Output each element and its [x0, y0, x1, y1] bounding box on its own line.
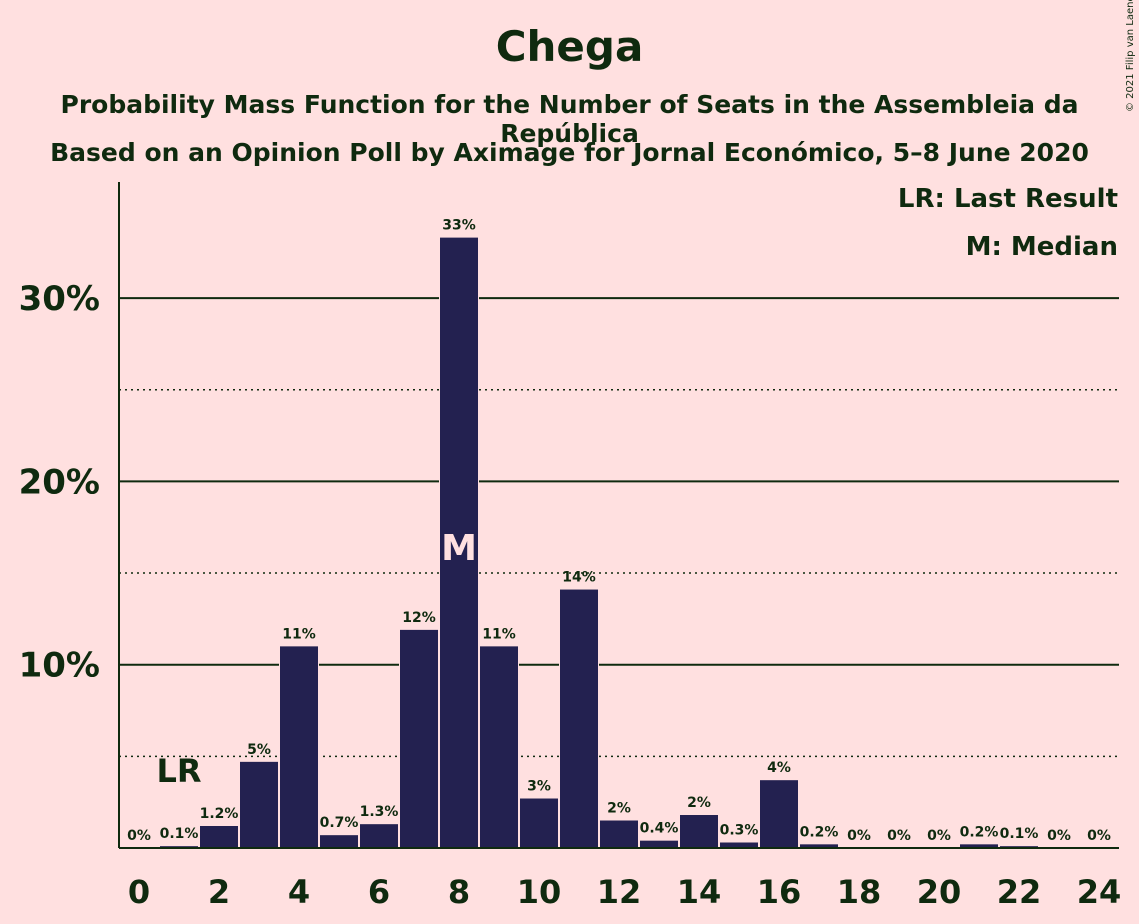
x-tick-label: 0: [128, 873, 150, 911]
x-tick-label: 18: [837, 873, 882, 911]
bar-value-label: 0.4%: [640, 821, 679, 837]
bar-value-label: 0.3%: [720, 823, 759, 839]
bar-value-label: 0.1%: [1000, 826, 1039, 842]
x-tick-label: 14: [677, 873, 722, 911]
bars: [159, 236, 1039, 849]
bar-value-label: 11%: [282, 626, 316, 642]
x-tick-label: 8: [448, 873, 470, 911]
bar-value-label: 3%: [527, 779, 551, 795]
bar-value-label: 0%: [887, 828, 911, 844]
x-tick-label: 20: [917, 873, 962, 911]
x-tick-label: 24: [1077, 873, 1122, 911]
bar-value-label: 0.2%: [800, 824, 839, 840]
bar-seats-8: [440, 237, 478, 849]
y-tick-label: 10%: [19, 646, 100, 686]
bar-seats-13: [640, 840, 678, 848]
x-tick-label: 2: [208, 873, 230, 911]
median-marker: M: [441, 528, 477, 569]
bar-value-label: 0%: [1047, 828, 1071, 844]
bar-seats-17: [800, 844, 838, 848]
y-tick-label: 30%: [19, 279, 100, 319]
legend-last-result: LR: Last Result: [897, 184, 1118, 214]
bar-seats-7: [400, 629, 438, 848]
bar-value-label: 2%: [687, 795, 711, 811]
bar-value-label: 0.2%: [960, 824, 999, 840]
bar-seats-14: [680, 815, 718, 848]
x-tick-label: 4: [288, 873, 310, 911]
bar-seats-21: [960, 844, 998, 848]
bar-value-label: 0%: [1087, 828, 1111, 844]
bar-value-label: 0.1%: [160, 826, 199, 842]
bar-seats-16: [760, 780, 798, 848]
chart-subtitle: Probability Mass Function for the Number…: [60, 90, 1079, 148]
x-tick-label: 12: [597, 873, 642, 911]
gridlines: 10% 20% 30%: [19, 279, 1119, 758]
y-tick-label: 20%: [19, 462, 100, 502]
bar-value-label: 0%: [927, 828, 951, 844]
bar-value-label: 0.7%: [320, 815, 359, 831]
x-tick-label: 16: [757, 873, 802, 911]
bar-seats-2: [200, 826, 238, 848]
bar-seats-5: [320, 835, 358, 848]
bar-value-label: 4%: [767, 760, 791, 776]
bar-seats-15: [720, 842, 758, 848]
bar-seats-11: [560, 589, 598, 848]
bar-seats-10: [520, 798, 558, 848]
x-tick-label: 22: [997, 873, 1042, 911]
chart-title: Chega: [495, 22, 644, 71]
bar-value-label: 33%: [442, 218, 476, 234]
bar-seats-12: [600, 820, 638, 848]
chart-subtitle-source: Based on an Opinion Poll by Aximage for …: [50, 138, 1089, 167]
bar-value-label: 1.3%: [360, 804, 399, 820]
bar-labels: 0% 0.1%1.2%5%11%0.7%1.3%12%33%11%3%14%2%0…: [127, 218, 1111, 844]
axes: 0 2 4 6 8 10 12 14 16 18 20 22 24: [118, 182, 1122, 911]
bar-value-label: 2%: [607, 801, 631, 817]
bar-seats-9: [480, 646, 518, 848]
bar-value-label: 5%: [247, 742, 271, 758]
bar-seats-4: [280, 646, 318, 848]
x-tick-label: 6: [368, 873, 390, 911]
x-tick-label: 10: [517, 873, 562, 911]
bar-seats-3: [240, 761, 278, 848]
legend-median: M: Median: [965, 232, 1118, 262]
last-result-marker: LR: [156, 752, 201, 790]
bar-seats-6: [360, 824, 398, 848]
bar-value-label: 1.2%: [200, 806, 239, 822]
bar-value-label: 0%: [847, 828, 871, 844]
bar-value-label: 11%: [482, 626, 516, 642]
bar-value-label: 0%: [127, 828, 151, 844]
bar-value-label: 14%: [562, 570, 596, 586]
bar-value-label: 12%: [402, 610, 436, 626]
